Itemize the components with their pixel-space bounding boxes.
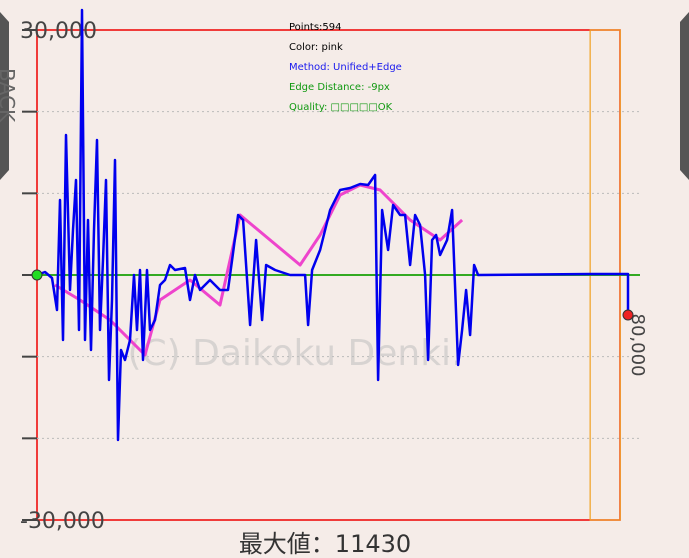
next-label: NEXT: [684, 68, 689, 122]
y-tick-label: 30,000: [20, 19, 97, 44]
next-arrow: [680, 12, 689, 180]
series-line: [36, 8, 630, 442]
series-line: [54, 183, 464, 357]
next-button[interactable]: NEXT: [680, 12, 689, 180]
end-point: [622, 309, 634, 321]
debug-text: Method: Unified+Edge: [289, 62, 402, 73]
y-tick-label: -30,000: [20, 509, 105, 534]
back-arrow: [0, 12, 9, 180]
start-point: [31, 269, 43, 281]
back-label: BACK: [0, 68, 19, 123]
back-button[interactable]: BACK: [0, 12, 19, 180]
debug-text: Color: pink: [289, 42, 343, 53]
chart-title: 最大値：11430: [239, 530, 411, 558]
debug-text: Quality: □□□□□OK: [289, 102, 393, 113]
x-tick-label: 80,000: [627, 314, 648, 377]
debug-text: Edge Distance: -9px: [289, 82, 390, 93]
watermark: (C) Daikoku Denki.: [127, 333, 462, 374]
debug-text: Points:594: [289, 22, 342, 33]
